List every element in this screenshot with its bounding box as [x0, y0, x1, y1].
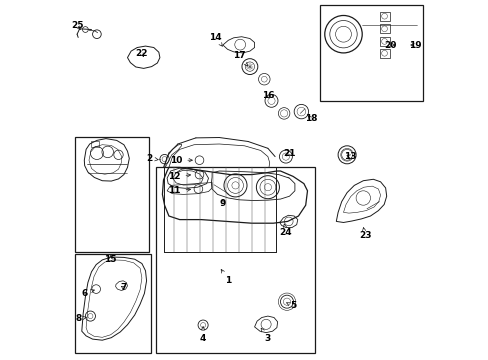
Text: 1: 1 — [221, 269, 231, 285]
Bar — [379, 24, 389, 33]
Text: 5: 5 — [286, 302, 296, 310]
Text: 13: 13 — [344, 152, 356, 161]
Text: 3: 3 — [261, 328, 270, 343]
Text: 23: 23 — [358, 228, 370, 240]
Text: 16: 16 — [261, 91, 274, 100]
Text: 19: 19 — [408, 40, 421, 49]
Bar — [91, 141, 99, 147]
Text: 25: 25 — [71, 21, 83, 30]
Text: 9: 9 — [219, 199, 225, 208]
Bar — [379, 49, 389, 58]
Bar — [156, 167, 314, 353]
Bar — [75, 137, 149, 252]
Text: 8: 8 — [75, 314, 87, 323]
Text: 7: 7 — [121, 284, 127, 292]
Text: 20: 20 — [384, 40, 396, 49]
Bar — [379, 12, 389, 21]
Text: 6: 6 — [81, 289, 94, 298]
Text: 14: 14 — [209, 33, 222, 46]
Text: 12: 12 — [168, 172, 190, 181]
Text: 4: 4 — [200, 327, 206, 343]
Text: 15: 15 — [104, 255, 117, 264]
Text: 11: 11 — [168, 186, 190, 195]
Text: 18: 18 — [304, 114, 317, 123]
Text: 24: 24 — [279, 224, 292, 237]
Text: 21: 21 — [283, 149, 295, 158]
Text: 22: 22 — [135, 49, 148, 58]
Text: 17: 17 — [232, 51, 247, 66]
Bar — [379, 37, 389, 46]
Text: 2: 2 — [146, 154, 158, 163]
Bar — [320, 5, 422, 101]
Text: 10: 10 — [169, 156, 192, 165]
Bar — [75, 254, 151, 353]
